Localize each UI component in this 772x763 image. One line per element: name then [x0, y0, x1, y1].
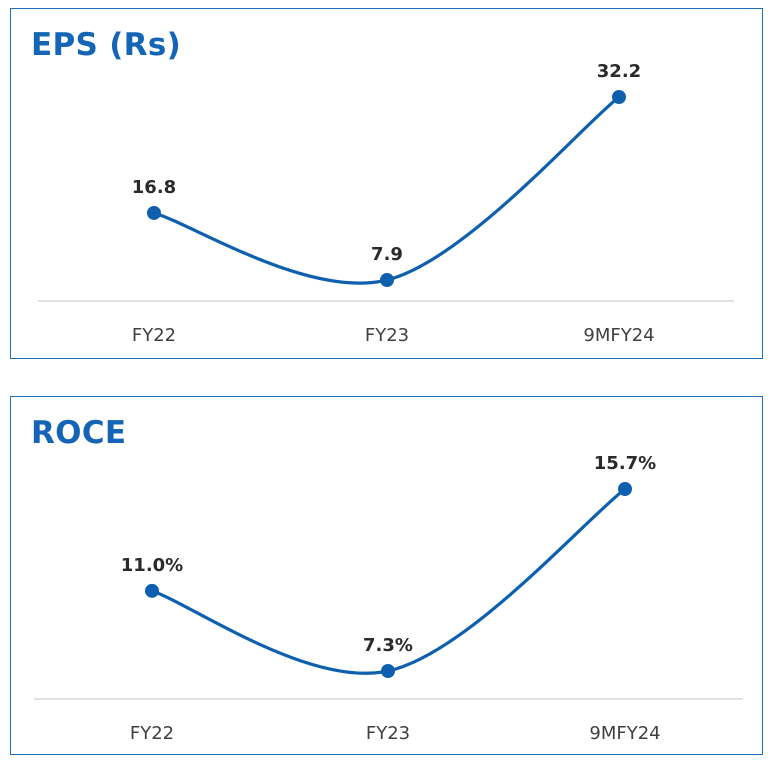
eps-category-label: FY22 — [132, 325, 176, 346]
roce-data-point — [145, 583, 159, 598]
eps-data-point — [612, 90, 626, 104]
eps-chart-title: EPS (Rs) — [31, 27, 182, 63]
roce-category-label: FY23 — [366, 723, 410, 744]
roce-value-label: 15.7% — [594, 453, 656, 474]
eps-data-point — [147, 205, 161, 220]
roce-value-label: 7.3% — [363, 635, 413, 656]
roce-chart: 11.0% FY22 7.3% FY23 15.7% 9MFY24 — [34, 453, 743, 744]
eps-category-label: 9MFY24 — [583, 325, 654, 346]
eps-chart: 16.8 FY22 7.9 FY23 32.2 9MFY24 — [38, 61, 734, 346]
roce-data-point — [381, 664, 395, 678]
eps-category-label: FY23 — [365, 325, 409, 346]
roce-chart-title: ROCE — [31, 415, 127, 451]
eps-chart-panel: EPS (Rs) 16.8 FY22 7.9 FY23 32.2 9MFY24 — [10, 8, 763, 359]
roce-category-label: FY22 — [130, 723, 174, 744]
roce-chart-panel: ROCE 11.0% FY22 7.3% FY23 15.7% 9MFY24 — [10, 396, 763, 755]
roce-category-label: 9MFY24 — [589, 723, 660, 744]
eps-value-label: 32.2 — [597, 61, 641, 82]
eps-data-point — [380, 273, 394, 287]
eps-value-label: 7.9 — [371, 244, 403, 265]
roce-value-label: 11.0% — [121, 555, 183, 576]
roce-data-point — [618, 482, 632, 496]
eps-value-label: 16.8 — [132, 177, 176, 198]
